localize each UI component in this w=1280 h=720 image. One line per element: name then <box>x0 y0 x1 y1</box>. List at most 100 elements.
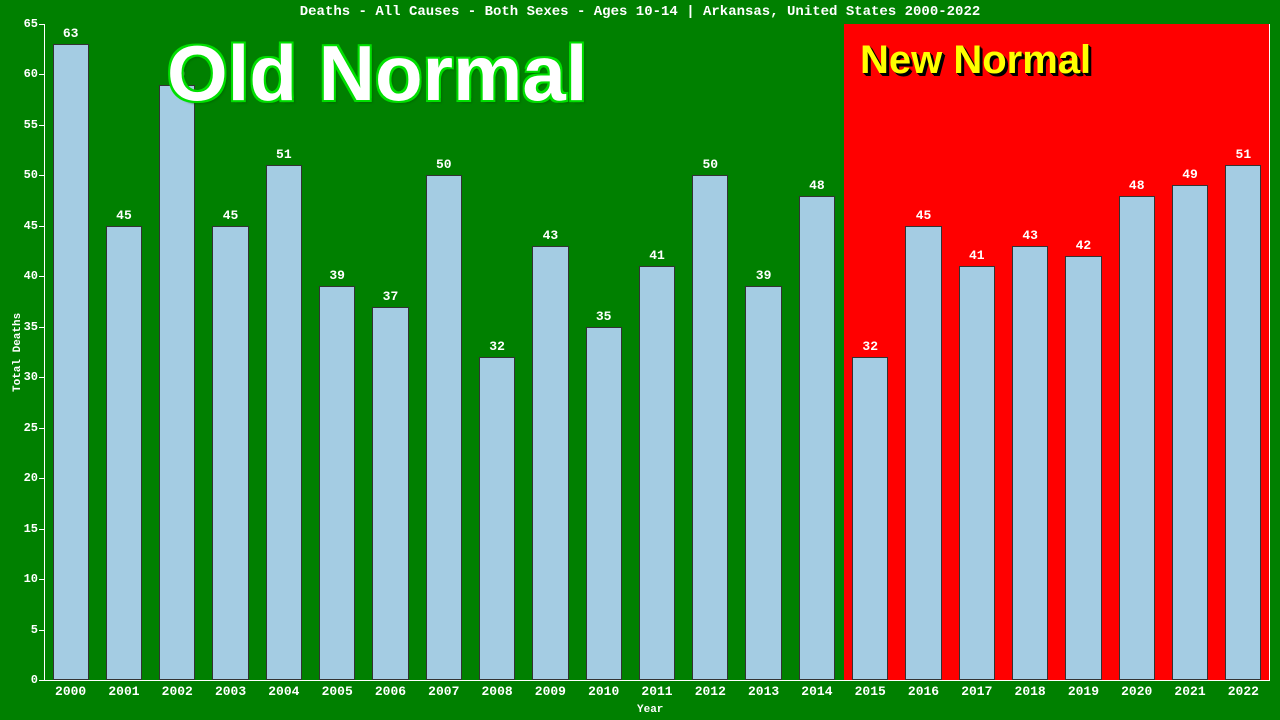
bar-value-label: 42 <box>1076 238 1092 253</box>
bar-value-label: 41 <box>969 248 985 263</box>
bar <box>426 175 462 680</box>
old-normal-overlay: Old Normal <box>167 28 587 119</box>
bar-value-label: 50 <box>436 157 452 172</box>
bar-value-label: 41 <box>649 248 665 263</box>
bar-value-label: 63 <box>63 26 79 41</box>
x-tick-label: 2015 <box>855 684 886 699</box>
bar <box>745 286 781 680</box>
bar-value-label: 45 <box>223 208 239 223</box>
y-tick-label: 35 <box>10 320 38 334</box>
y-tick-label: 25 <box>10 421 38 435</box>
x-tick-label: 2006 <box>375 684 406 699</box>
x-tick-label: 2002 <box>162 684 193 699</box>
y-tick-label: 50 <box>10 168 38 182</box>
bar <box>1065 256 1101 680</box>
bar <box>1225 165 1261 680</box>
bar-value-label: 39 <box>329 268 345 283</box>
bar <box>53 44 89 680</box>
bar-value-label: 48 <box>809 178 825 193</box>
x-tick-label: 2005 <box>322 684 353 699</box>
y-tick-mark <box>39 377 44 378</box>
bar-value-label: 43 <box>543 228 559 243</box>
y-tick-mark <box>39 579 44 580</box>
bar-value-label: 45 <box>916 208 932 223</box>
bar <box>1012 246 1048 680</box>
bar-value-label: 43 <box>1022 228 1038 243</box>
axis-line <box>1269 24 1270 680</box>
y-tick-label: 30 <box>10 370 38 384</box>
bar <box>905 226 941 680</box>
bar-value-label: 51 <box>1236 147 1252 162</box>
x-tick-label: 2009 <box>535 684 566 699</box>
bar-value-label: 50 <box>702 157 718 172</box>
y-tick-mark <box>39 529 44 530</box>
x-tick-label: 2013 <box>748 684 779 699</box>
bar <box>1119 196 1155 680</box>
bar-value-label: 32 <box>862 339 878 354</box>
x-tick-label: 2010 <box>588 684 619 699</box>
y-tick-label: 20 <box>10 471 38 485</box>
y-tick-mark <box>39 276 44 277</box>
bar <box>692 175 728 680</box>
y-tick-mark <box>39 125 44 126</box>
y-tick-mark <box>39 680 44 681</box>
x-tick-label: 2004 <box>268 684 299 699</box>
x-tick-label: 2012 <box>695 684 726 699</box>
y-tick-label: 15 <box>10 522 38 536</box>
axis-line <box>44 24 45 680</box>
x-tick-label: 2021 <box>1174 684 1205 699</box>
bar <box>959 266 995 680</box>
bar <box>586 327 622 680</box>
bar-value-label: 48 <box>1129 178 1145 193</box>
new-normal-overlay: New Normal <box>860 38 1091 83</box>
x-tick-label: 2007 <box>428 684 459 699</box>
bar <box>479 357 515 680</box>
y-tick-label: 60 <box>10 67 38 81</box>
bar <box>319 286 355 680</box>
x-tick-label: 2014 <box>801 684 832 699</box>
x-tick-label: 2017 <box>961 684 992 699</box>
y-tick-label: 10 <box>10 572 38 586</box>
y-tick-mark <box>39 226 44 227</box>
bar-value-label: 49 <box>1182 167 1198 182</box>
axis-line <box>44 680 1270 681</box>
bar <box>106 226 142 680</box>
x-tick-label: 2001 <box>108 684 139 699</box>
y-tick-mark <box>39 630 44 631</box>
x-tick-label: 2003 <box>215 684 246 699</box>
x-tick-label: 2016 <box>908 684 939 699</box>
chart-title: Deaths - All Causes - Both Sexes - Ages … <box>0 4 1280 20</box>
x-tick-label: 2011 <box>641 684 672 699</box>
y-tick-mark <box>39 24 44 25</box>
bar <box>266 165 302 680</box>
bar <box>159 85 195 680</box>
x-tick-label: 2020 <box>1121 684 1152 699</box>
x-tick-label: 2008 <box>481 684 512 699</box>
bar <box>532 246 568 680</box>
y-tick-label: 55 <box>10 118 38 132</box>
x-tick-label: 2018 <box>1015 684 1046 699</box>
y-tick-label: 0 <box>10 673 38 687</box>
y-tick-mark <box>39 428 44 429</box>
bar-value-label: 37 <box>383 289 399 304</box>
y-tick-label: 5 <box>10 623 38 637</box>
bar-value-label: 39 <box>756 268 772 283</box>
bar <box>852 357 888 680</box>
y-tick-label: 45 <box>10 219 38 233</box>
bar-value-label: 51 <box>276 147 292 162</box>
y-tick-mark <box>39 327 44 328</box>
bar <box>212 226 248 680</box>
x-tick-label: 2019 <box>1068 684 1099 699</box>
x-tick-label: 2000 <box>55 684 86 699</box>
x-axis-title: Year <box>637 704 663 716</box>
y-tick-mark <box>39 175 44 176</box>
bar <box>1172 185 1208 680</box>
bar <box>639 266 675 680</box>
y-tick-mark <box>39 478 44 479</box>
bar-value-label: 45 <box>116 208 132 223</box>
y-tick-label: 40 <box>10 269 38 283</box>
bar-value-label: 32 <box>489 339 505 354</box>
x-tick-label: 2022 <box>1228 684 1259 699</box>
bar-value-label: 35 <box>596 309 612 324</box>
bar <box>372 307 408 680</box>
